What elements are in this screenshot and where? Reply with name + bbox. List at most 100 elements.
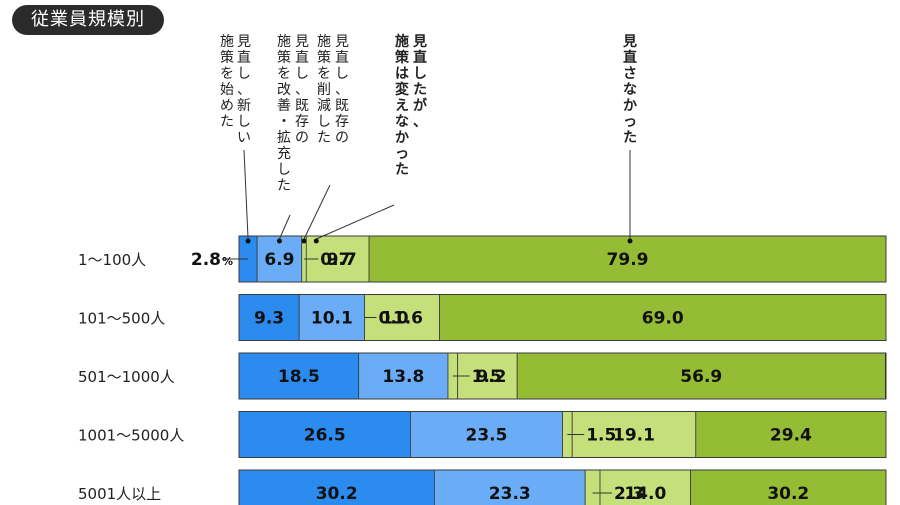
- series-callout-char: 策: [317, 49, 331, 66]
- bar-segment: [238, 294, 300, 341]
- bar-segment: [695, 411, 887, 458]
- series-callout-char: た: [623, 130, 637, 146]
- bar-segment: [433, 469, 586, 505]
- series-callout-char: 、: [335, 82, 349, 98]
- callout-dot: [627, 238, 633, 244]
- callout-dot: [301, 238, 307, 244]
- series-callout-char: 、: [237, 82, 251, 98]
- series-callout-char: た: [220, 114, 234, 130]
- series-callout-char: し: [295, 66, 309, 82]
- series-callout-char: か: [623, 98, 637, 114]
- series-callout-char: た: [277, 178, 291, 194]
- series-callout-char: し: [237, 114, 251, 130]
- bar-segment: [238, 411, 411, 458]
- series-callout-char: の: [335, 130, 349, 146]
- series-callout-char: 見: [237, 34, 251, 50]
- series-callout-char: っ: [623, 114, 637, 130]
- value-label: 2.8: [191, 250, 221, 270]
- series-callout-char: え: [395, 98, 409, 114]
- series-callout-char: 始: [220, 82, 234, 98]
- series-callout-char: は: [395, 66, 409, 82]
- bar-outline: [238, 411, 887, 458]
- series-callout-char: 施: [317, 34, 331, 50]
- series-callout-char: な: [395, 114, 409, 130]
- value-label: 0.7: [320, 250, 350, 270]
- bar-outline: [238, 294, 887, 341]
- bar-segment: [439, 294, 887, 341]
- value-label: 19.1: [613, 426, 655, 446]
- value-label: 79.9: [607, 250, 649, 270]
- series-callout-char: 善: [277, 98, 291, 114]
- value-label: 14.0: [624, 484, 666, 504]
- callout-leader-line: [278, 214, 291, 240]
- callout-leader-line: [243, 149, 249, 240]
- value-label: 23.3: [489, 484, 531, 504]
- series-callout-char: し: [237, 66, 251, 82]
- category-label: 1001〜5000人: [78, 427, 184, 445]
- series-callout-char: 改: [277, 82, 291, 98]
- series-callout-char: の: [295, 130, 309, 146]
- series-callout-char: 既: [295, 98, 309, 114]
- value-label: 2.3: [614, 484, 644, 504]
- value-label: 11.6: [381, 309, 423, 329]
- value-label: 18.5: [278, 367, 320, 387]
- series-callout-char: ・: [277, 114, 291, 130]
- series-callout-char: を: [277, 66, 291, 82]
- bar-segment: [238, 469, 435, 505]
- value-label: 13.8: [382, 367, 424, 387]
- series-callout-char: 新: [237, 98, 251, 114]
- bar-segment: [516, 352, 886, 400]
- series-callout-char: 見: [335, 34, 349, 50]
- series-callout-char: 、: [295, 82, 309, 98]
- value-label: 1.5: [586, 426, 616, 446]
- value-label: 29.4: [770, 426, 812, 446]
- series-callout-char: 施: [277, 34, 291, 50]
- value-label: 56.9: [680, 367, 722, 387]
- bar-outline: [238, 352, 887, 400]
- series-callout-char: し: [277, 162, 291, 178]
- value-label: 9.7: [327, 250, 357, 270]
- bar-segment: [584, 469, 601, 505]
- series-callout-char: 策: [394, 49, 410, 66]
- series-callout-char: た: [317, 130, 331, 146]
- series-callout-char: っ: [395, 146, 409, 162]
- callout-dot: [313, 238, 319, 244]
- series-callout-char: 見: [412, 34, 427, 50]
- series-callout-char: 直: [335, 49, 349, 66]
- category-label: 1〜100人: [78, 251, 146, 269]
- series-callout-char: 変: [395, 81, 409, 98]
- category-label: 5001人以上: [78, 485, 161, 503]
- series-callout-char: 減: [317, 97, 331, 114]
- value-label: 1.5: [472, 367, 502, 387]
- series-callout-char: 施: [395, 33, 409, 50]
- series-callout-char: い: [237, 130, 251, 146]
- value-label: 69.0: [642, 309, 684, 329]
- callout-dot: [245, 238, 251, 244]
- series-callout-char: が: [413, 97, 428, 114]
- value-label: 10.1: [311, 309, 353, 329]
- callout-dot: [276, 238, 282, 244]
- bar-segment: [298, 294, 365, 341]
- series-callout-char: し: [413, 66, 427, 82]
- series-callout-char: 直: [295, 49, 309, 66]
- series-callout-char: 存: [295, 114, 309, 130]
- percent-unit-label: %: [222, 255, 233, 268]
- bar-segment: [410, 411, 563, 458]
- series-callout-char: 充: [277, 146, 291, 162]
- series-callout-char: し: [317, 114, 331, 130]
- series-callout-char: 策: [220, 49, 234, 66]
- callout-leader-line: [316, 204, 395, 240]
- series-callout-char: し: [335, 66, 349, 82]
- value-label: 6.9: [264, 250, 294, 270]
- category-label: 501〜1000人: [78, 368, 175, 386]
- series-callout-char: 施: [220, 34, 234, 50]
- series-callout-char: 直: [413, 49, 427, 66]
- series-callout-char: 見: [622, 34, 637, 50]
- bar-outline: [238, 469, 887, 505]
- value-label: 9.2: [476, 367, 506, 387]
- category-label: 101〜500人: [78, 310, 165, 328]
- series-callout-char: 策: [277, 49, 291, 66]
- series-callout-char: め: [220, 98, 234, 114]
